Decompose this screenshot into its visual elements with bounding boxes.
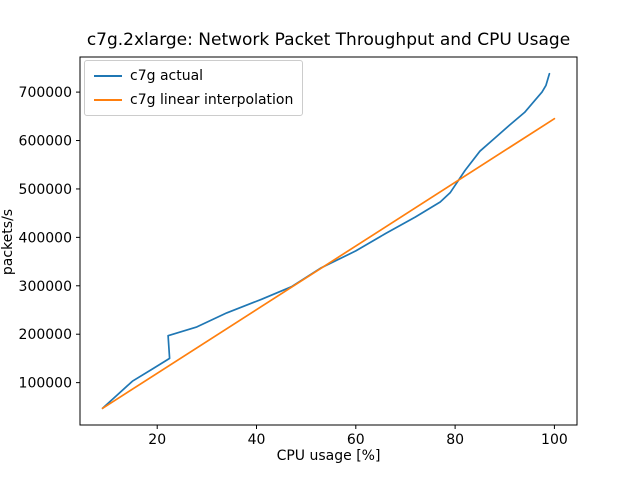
x-tick-label: 20 xyxy=(148,432,166,448)
y-tick-label: 400000 xyxy=(19,230,72,246)
y-axis-label: packets/s xyxy=(0,208,16,276)
legend-line-sample-interpolation xyxy=(94,99,122,101)
y-tick-label: 100000 xyxy=(19,376,72,392)
legend-label-actual: c7g actual xyxy=(130,68,204,84)
chart-title: c7g.2xlarge: Network Packet Throughput a… xyxy=(86,30,571,50)
legend-line-sample-actual xyxy=(94,75,122,77)
x-tick-label: 80 xyxy=(446,432,464,448)
y-tick-label: 600000 xyxy=(19,134,72,150)
legend: c7g actual c7g linear interpolation xyxy=(84,60,304,116)
y-tick-label: 700000 xyxy=(19,85,72,101)
x-tick-label: 100 xyxy=(541,432,568,448)
series-line-1 xyxy=(101,117,556,410)
legend-entry-actual: c7g actual xyxy=(94,66,293,86)
y-tick-label: 200000 xyxy=(19,327,72,343)
axes-frame xyxy=(79,56,578,426)
x-tick-label: 40 xyxy=(248,432,266,448)
x-axis-label: CPU usage [%] xyxy=(276,448,381,464)
x-tick-label: 60 xyxy=(347,432,365,448)
y-tick-label: 500000 xyxy=(19,182,72,198)
legend-entry-interpolation: c7g linear interpolation xyxy=(94,90,293,110)
y-tick-label: 300000 xyxy=(19,279,72,295)
series-line-0 xyxy=(101,72,551,410)
legend-label-interpolation: c7g linear interpolation xyxy=(130,92,294,108)
